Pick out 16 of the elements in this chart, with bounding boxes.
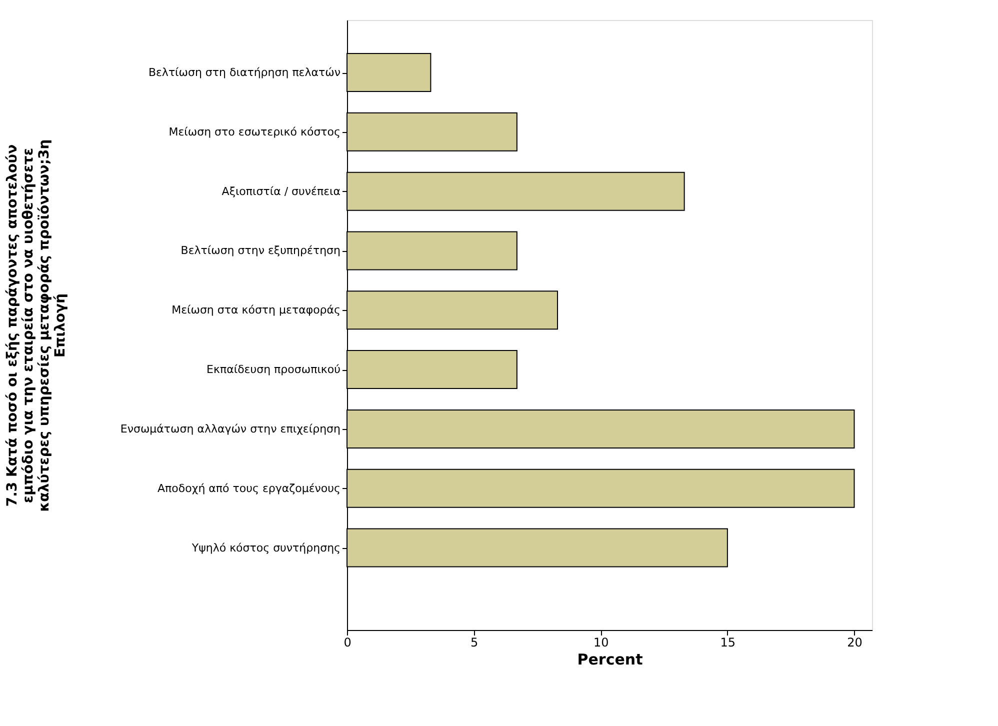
y-tick-label: Υψηλό κόστος συντήρησης — [190, 541, 340, 554]
y-tick-label: Μείωση στα κόστη μεταφοράς — [172, 304, 340, 317]
y-tick-label: Βελτίωση στην εξυπηρέτηση — [180, 244, 341, 258]
y-tick-label: Αξιοπιστία / συνέπεια — [222, 184, 340, 198]
x-tick-label: 0 — [344, 636, 352, 650]
y-axis-title: 7.3 Κατά ποσό οι εξής παράγοντες αποτελούν εμπόδιο για την εταιρεία στο να υιοθετήσετε καλύτερες υπηρεσίες μεταφοράς προϊόντων;3η Επιλογή — [4, 139, 68, 512]
y-tick-label: Μείωση στο εσωτερικό κόστος — [168, 125, 340, 138]
x-axis-title: Percent — [577, 650, 643, 668]
x-tick-label: 5 — [470, 636, 478, 650]
y-tick-label: Εκπαίδευση προσωπικού — [206, 363, 340, 376]
x-tick-label: 10 — [593, 636, 609, 650]
y-tick-label: Αποδοχή από τους εργαζομένους — [158, 482, 340, 495]
x-tick-label: 15 — [720, 636, 736, 650]
y-tick-label: Βελτίωση στη διατήρηση πελατών — [148, 66, 340, 80]
x-tick-label: 20 — [847, 636, 862, 650]
y-tick-label: Ενσωμάτωση αλλαγών στην επιχείρηση — [120, 422, 341, 436]
